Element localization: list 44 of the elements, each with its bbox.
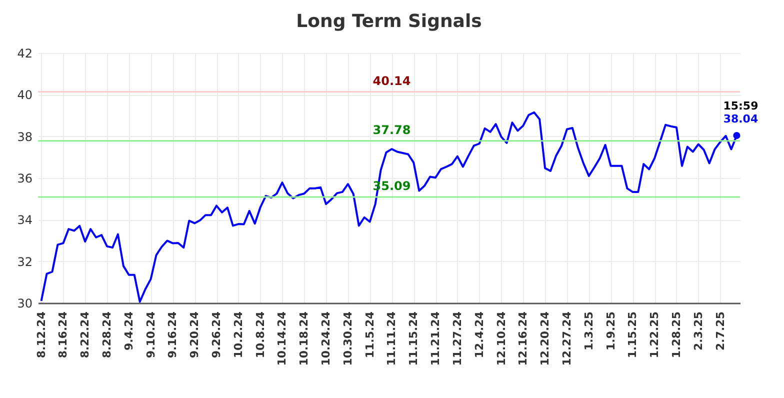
y-tick-label: 32 xyxy=(17,254,32,269)
ref-line-label: 40.14 xyxy=(372,74,411,88)
x-tick-label: 8.12.24 xyxy=(34,311,48,358)
x-tick-label: 11.11.24 xyxy=(385,311,398,366)
x-tick-label: 12.10.24 xyxy=(494,311,508,366)
x-tick-label: 10.18.24 xyxy=(298,311,311,366)
x-tick-label: 9.26.24 xyxy=(210,311,224,358)
x-tick-label: 12.27.24 xyxy=(560,311,574,366)
x-tick-label: 11.21.24 xyxy=(429,311,442,366)
y-tick-label: 30 xyxy=(17,296,32,310)
x-tick-label: 9.20.24 xyxy=(188,311,202,358)
x-tick-label: 8.28.24 xyxy=(100,311,114,358)
y-tick-label: 38 xyxy=(17,130,32,144)
x-tick-label: 1.3.25 xyxy=(582,312,596,350)
ref-line-label: 37.78 xyxy=(372,122,411,137)
x-tick-label: 12.16.24 xyxy=(516,311,530,366)
x-tick-label: 12.20.24 xyxy=(538,311,552,366)
data-label: 38.04 xyxy=(723,112,758,126)
x-tick-label: 1.28.25 xyxy=(670,312,683,358)
y-tick-label: 34 xyxy=(17,213,32,228)
x-tick-label: 10.14.24 xyxy=(276,311,289,366)
y-tick-label: 40 xyxy=(17,88,32,102)
x-tick-label: 11.27.24 xyxy=(450,311,464,366)
x-tick-label: 1.15.25 xyxy=(626,312,640,358)
x-tick-label: 1.9.25 xyxy=(604,312,618,350)
x-tick-label: 12.4.24 xyxy=(472,311,486,358)
x-tick-label: 2.3.25 xyxy=(692,312,705,350)
x-tick-label: 10.8.24 xyxy=(254,311,267,358)
annotation: 15:59 xyxy=(723,100,758,112)
x-tick-label: 10.24.24 xyxy=(320,311,333,366)
x-tick-label: 9.4.24 xyxy=(122,311,136,350)
x-tick-label: 8.22.24 xyxy=(78,311,92,358)
y-tick-label: 42 xyxy=(17,46,32,60)
x-tick-label: 10.30.24 xyxy=(341,311,354,366)
x-tick-label: 1.22.25 xyxy=(648,312,662,358)
x-tick-label: 8.16.24 xyxy=(56,311,70,358)
x-tick-label: 11.15.24 xyxy=(407,311,420,366)
x-tick-label: 11.5.24 xyxy=(363,311,376,358)
chart-title: Long Term Signals xyxy=(296,11,482,32)
x-tick-label: 9.16.24 xyxy=(166,311,180,358)
x-tick-label: 10.2.24 xyxy=(232,311,245,358)
x-tick-label: 9.10.24 xyxy=(144,311,158,358)
x-tick-label: 2.7.25 xyxy=(714,312,727,350)
y-tick-label: 36 xyxy=(17,172,32,186)
